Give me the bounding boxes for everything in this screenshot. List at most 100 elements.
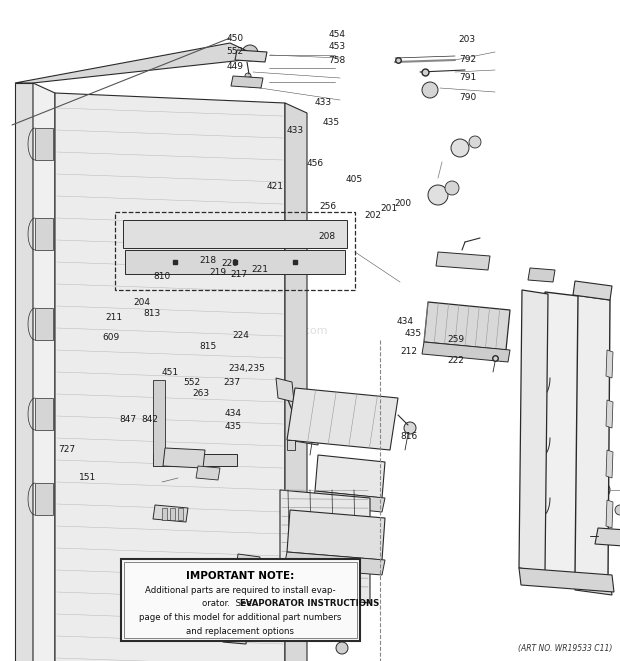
- Text: Additional parts are required to install evap-: Additional parts are required to install…: [145, 586, 335, 594]
- Text: 813: 813: [143, 309, 161, 318]
- Polygon shape: [294, 408, 320, 445]
- Circle shape: [428, 185, 448, 205]
- Text: 421: 421: [267, 182, 283, 191]
- Text: 758: 758: [329, 56, 346, 65]
- Text: 259: 259: [448, 334, 465, 344]
- Polygon shape: [55, 93, 285, 661]
- Circle shape: [170, 428, 180, 438]
- Circle shape: [594, 482, 610, 498]
- Polygon shape: [287, 440, 295, 450]
- Text: 456: 456: [307, 159, 324, 169]
- Circle shape: [336, 642, 348, 654]
- Text: 727: 727: [58, 445, 76, 454]
- Text: 217: 217: [231, 270, 248, 280]
- Circle shape: [404, 422, 416, 434]
- Text: 151: 151: [79, 473, 97, 483]
- Text: 792: 792: [459, 55, 476, 64]
- Text: 816: 816: [400, 432, 417, 441]
- Polygon shape: [287, 388, 398, 450]
- Text: 453: 453: [329, 42, 346, 51]
- Polygon shape: [33, 83, 55, 661]
- Polygon shape: [223, 624, 248, 644]
- Polygon shape: [573, 295, 610, 580]
- Polygon shape: [170, 508, 175, 520]
- Text: 218: 218: [200, 256, 217, 265]
- Polygon shape: [35, 398, 53, 430]
- Circle shape: [331, 230, 339, 238]
- Text: 449: 449: [226, 61, 243, 71]
- Text: 815: 815: [200, 342, 217, 351]
- Bar: [121, 559, 360, 641]
- Polygon shape: [125, 250, 345, 274]
- Text: 433: 433: [315, 98, 332, 107]
- Polygon shape: [422, 342, 510, 362]
- Text: page of this model for additional part numbers: page of this model for additional part n…: [139, 613, 342, 621]
- Polygon shape: [573, 281, 612, 300]
- Text: 219: 219: [209, 268, 226, 278]
- Text: 810: 810: [154, 272, 171, 281]
- Circle shape: [141, 230, 149, 238]
- Text: EVAPORATOR INSTRUCTIONS: EVAPORATOR INSTRUCTIONS: [241, 599, 379, 607]
- Text: 552: 552: [226, 47, 244, 56]
- Text: 847: 847: [119, 415, 136, 424]
- Polygon shape: [519, 568, 614, 592]
- Text: 791: 791: [459, 73, 476, 83]
- Text: 202: 202: [365, 211, 381, 220]
- Circle shape: [249, 581, 259, 591]
- Polygon shape: [312, 491, 385, 512]
- Polygon shape: [153, 380, 165, 466]
- Circle shape: [157, 380, 233, 456]
- Text: 221: 221: [251, 264, 268, 274]
- Text: IMPORTANT NOTE:: IMPORTANT NOTE:: [186, 570, 294, 580]
- Polygon shape: [196, 466, 220, 480]
- Polygon shape: [153, 454, 237, 466]
- Circle shape: [279, 597, 287, 605]
- Circle shape: [242, 556, 256, 570]
- Text: 434: 434: [224, 408, 241, 418]
- Polygon shape: [519, 290, 548, 572]
- Text: eReplacementParts.com: eReplacementParts.com: [193, 325, 328, 336]
- Circle shape: [283, 573, 293, 583]
- Polygon shape: [333, 578, 358, 598]
- Text: 204: 204: [133, 297, 150, 307]
- Polygon shape: [163, 448, 205, 468]
- Text: orator.  See: orator. See: [202, 599, 255, 607]
- Circle shape: [340, 584, 350, 594]
- Circle shape: [234, 633, 238, 637]
- Circle shape: [584, 532, 592, 540]
- Text: and replacement options: and replacement options: [186, 627, 294, 635]
- Circle shape: [173, 396, 217, 440]
- Text: 435: 435: [322, 118, 340, 127]
- Polygon shape: [35, 308, 53, 340]
- Polygon shape: [542, 292, 578, 575]
- Circle shape: [230, 629, 242, 641]
- Polygon shape: [231, 76, 263, 88]
- Polygon shape: [606, 350, 613, 378]
- Text: 450: 450: [226, 34, 244, 43]
- Polygon shape: [276, 378, 294, 402]
- Text: 263: 263: [192, 389, 210, 399]
- Circle shape: [242, 45, 258, 61]
- Polygon shape: [528, 268, 555, 282]
- Polygon shape: [15, 83, 33, 661]
- Polygon shape: [153, 505, 188, 522]
- Text: 256: 256: [319, 202, 337, 211]
- Text: 211: 211: [105, 313, 123, 322]
- Polygon shape: [287, 510, 385, 560]
- Polygon shape: [235, 50, 267, 62]
- Text: 220: 220: [221, 258, 238, 268]
- Circle shape: [538, 271, 546, 279]
- Circle shape: [187, 410, 203, 426]
- Polygon shape: [284, 552, 385, 575]
- Text: 552: 552: [183, 377, 200, 387]
- Bar: [124, 562, 356, 638]
- Text: 451: 451: [162, 368, 179, 377]
- Polygon shape: [280, 490, 370, 603]
- Text: 405: 405: [346, 175, 363, 184]
- Circle shape: [340, 547, 356, 563]
- Polygon shape: [236, 554, 260, 572]
- Text: 201: 201: [381, 204, 398, 213]
- Polygon shape: [595, 528, 620, 548]
- Text: 200: 200: [394, 199, 412, 208]
- Text: 435: 435: [404, 329, 422, 338]
